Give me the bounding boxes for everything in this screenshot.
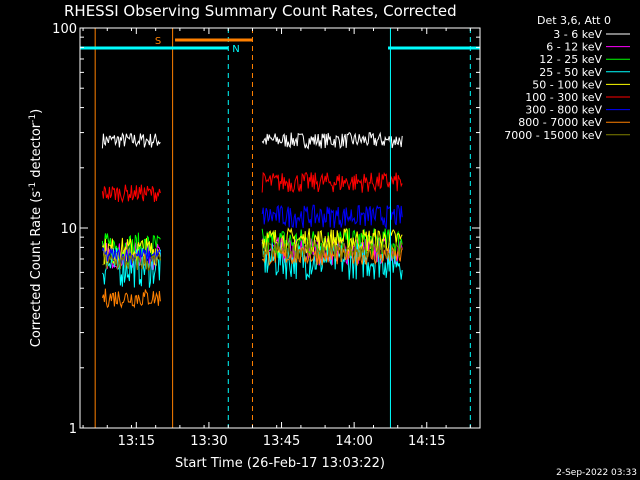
y-axis-label-mid: detector <box>29 122 44 182</box>
series-trace-1-segment-2 <box>261 131 403 150</box>
tick-layer: 13:15 13:30 13:45 14:00 14:15 1 10 100 <box>52 22 480 449</box>
y-axis-label-sup1: -1 <box>28 182 38 191</box>
x-tick-label-2: 13:30 <box>190 434 227 449</box>
y-axis-label-end: ) <box>29 109 44 114</box>
series-trace-9-segment-2 <box>261 240 403 260</box>
series-trace-1-segment-1 <box>101 132 161 149</box>
x-axis-label: Start Time (26-Feb-17 13:03:22) <box>175 456 385 471</box>
flag-label-n: N <box>232 44 239 55</box>
series-layer <box>101 131 403 309</box>
y-axis-label-sup2: -1 <box>28 114 38 123</box>
series-trace-6-segment-1 <box>101 184 161 204</box>
legend-label-2: 6 - 12 keV <box>546 41 602 54</box>
plot-timestamp: 2-Sep-2022 03:33 <box>556 468 637 478</box>
y-tick-label-2: 10 <box>60 222 77 237</box>
series-trace-6-segment-2 <box>261 171 403 193</box>
markers-layer: SN <box>79 28 480 428</box>
x-tick-label-3: 13:45 <box>263 434 300 449</box>
x-tick-label-1: 13:15 <box>118 434 155 449</box>
y-axis-label-main: Corrected Count Rate (s <box>29 191 44 348</box>
plot-frame <box>79 27 481 429</box>
x-tick-label-4: 14:00 <box>335 434 372 449</box>
series-trace-8-segment-1 <box>101 288 161 309</box>
legend-label-5: 50 - 100 keV <box>532 78 602 91</box>
legend-label-7: 300 - 800 keV <box>525 104 602 117</box>
y-tick-label-1: 1 <box>69 422 77 437</box>
legend-label-6: 100 - 300 keV <box>525 91 602 104</box>
flag-label-s: S <box>155 36 161 47</box>
x-tick-label-5: 14:15 <box>408 434 445 449</box>
chart-title: RHESSI Observing Summary Count Rates, Co… <box>64 2 457 20</box>
y-tick-label-3: 100 <box>52 22 77 37</box>
series-trace-4-segment-1 <box>102 247 161 288</box>
legend-title: Det 3,6, Att 0 <box>537 14 611 27</box>
y-axis-label: Corrected Count Rate (s-1 detector-1) <box>28 109 44 347</box>
legend-label-9: 7000 - 15000 keV <box>504 129 602 142</box>
legend-label-3: 12 - 25 keV <box>539 53 602 66</box>
legend-label-4: 25 - 50 keV <box>539 66 602 79</box>
series-trace-7-segment-2 <box>261 204 403 230</box>
legend-label-8: 800 - 7000 keV <box>518 116 602 129</box>
legend-label-1: 3 - 6 keV <box>553 28 602 41</box>
series-trace-5-segment-1 <box>102 237 161 266</box>
series-trace-9-segment-1 <box>102 252 161 271</box>
